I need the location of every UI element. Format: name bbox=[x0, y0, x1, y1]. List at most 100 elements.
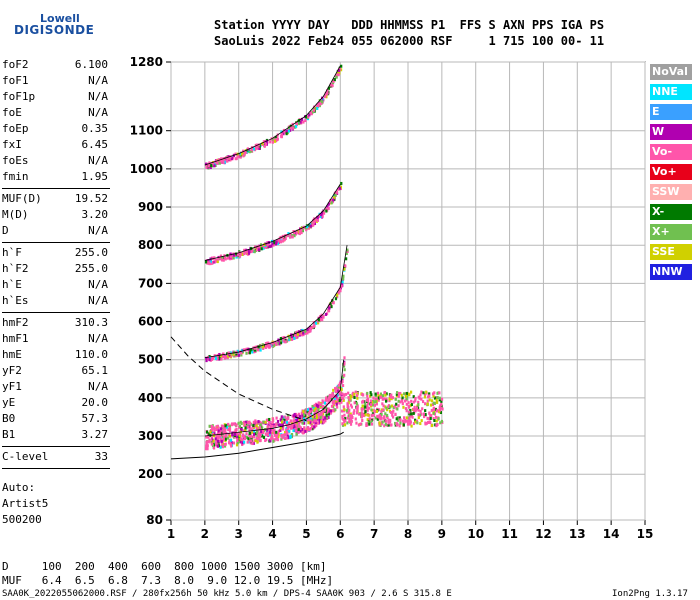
echo-point bbox=[253, 250, 256, 254]
echo-point bbox=[390, 423, 393, 427]
echo-point bbox=[236, 349, 239, 353]
echo-point bbox=[340, 380, 343, 384]
echo-point bbox=[388, 420, 392, 424]
echo-point bbox=[265, 139, 268, 143]
echo-point bbox=[437, 417, 440, 421]
echo-point bbox=[272, 243, 275, 247]
legend-item-e: E bbox=[650, 104, 692, 120]
echo-point bbox=[374, 416, 377, 420]
echo-point bbox=[224, 424, 227, 428]
echo-point bbox=[252, 147, 255, 151]
echo-point bbox=[305, 228, 308, 232]
echo-point bbox=[304, 429, 307, 433]
echo-point bbox=[257, 420, 260, 424]
echo-point bbox=[322, 211, 326, 215]
echo-point bbox=[257, 245, 260, 249]
echo-point bbox=[258, 420, 261, 424]
echo-point bbox=[248, 428, 251, 432]
echo-point bbox=[434, 423, 437, 427]
echo-point bbox=[307, 224, 310, 228]
echo-point bbox=[239, 155, 242, 159]
echo-point bbox=[239, 440, 243, 444]
echo-point bbox=[340, 64, 343, 68]
echo-point bbox=[262, 345, 265, 349]
echo-point bbox=[306, 408, 309, 412]
profile-curve bbox=[170, 431, 344, 460]
echo-point bbox=[221, 355, 224, 359]
echo-point bbox=[257, 348, 261, 352]
echo-point bbox=[222, 431, 225, 435]
echo-point bbox=[279, 338, 283, 342]
echo-point bbox=[228, 353, 231, 357]
echo-point bbox=[210, 162, 213, 166]
echo-point bbox=[282, 339, 285, 343]
echo-point bbox=[301, 421, 304, 425]
echo-point bbox=[402, 405, 405, 409]
echo-point bbox=[247, 249, 250, 253]
echo-point bbox=[409, 419, 412, 423]
echo-point bbox=[387, 405, 390, 409]
echo-point bbox=[272, 439, 275, 443]
echo-point bbox=[301, 414, 304, 418]
echo-point bbox=[241, 433, 245, 437]
echo-point bbox=[324, 312, 328, 316]
echo-point bbox=[276, 419, 280, 423]
echo-point bbox=[224, 442, 227, 446]
echo-point bbox=[404, 418, 407, 422]
trace-line bbox=[204, 65, 341, 166]
echo-point bbox=[370, 422, 374, 426]
echo-point bbox=[302, 333, 305, 337]
echo-point bbox=[219, 159, 222, 163]
echo-point bbox=[240, 152, 244, 156]
param-value: 20.0 bbox=[81, 396, 109, 409]
echo-point bbox=[246, 440, 249, 444]
echo-point bbox=[268, 421, 271, 425]
echo-point bbox=[238, 424, 241, 428]
echo-point bbox=[406, 395, 409, 399]
echo-point bbox=[230, 444, 233, 448]
echo-point bbox=[279, 240, 283, 244]
echo-point bbox=[275, 138, 279, 142]
header-values: SaoLuis 2022 Feb24 055 062000 RSF 1 715 … bbox=[214, 34, 605, 48]
echo-point bbox=[326, 90, 329, 94]
y-tick-label: 900 bbox=[138, 200, 163, 214]
echo-point bbox=[401, 396, 404, 400]
param-row: h`F2 255.0 bbox=[2, 262, 108, 275]
echo-point bbox=[338, 391, 341, 395]
echo-point bbox=[315, 423, 318, 427]
echo-point bbox=[370, 420, 373, 424]
echo-point bbox=[426, 416, 429, 420]
echo-point bbox=[233, 350, 236, 354]
echo-point bbox=[218, 355, 221, 359]
echo-point bbox=[284, 415, 287, 419]
echo-point bbox=[312, 219, 315, 223]
echo-point bbox=[257, 433, 260, 437]
echo-point bbox=[413, 405, 416, 409]
echo-point bbox=[391, 413, 394, 417]
echo-point bbox=[281, 336, 284, 340]
echo-point bbox=[232, 253, 235, 257]
echo-point bbox=[411, 415, 414, 419]
param-row: h`Es N/A bbox=[2, 294, 108, 307]
echo-point bbox=[205, 165, 208, 169]
echo-point bbox=[292, 419, 295, 423]
echo-point bbox=[342, 418, 345, 422]
echo-point bbox=[349, 398, 352, 402]
echo-point bbox=[212, 356, 215, 360]
echo-point bbox=[319, 215, 322, 219]
echo-point bbox=[343, 423, 347, 427]
echo-point bbox=[275, 430, 278, 434]
echo-point bbox=[330, 393, 333, 397]
echo-point bbox=[292, 425, 295, 429]
echo-point bbox=[306, 410, 309, 414]
echo-point bbox=[251, 350, 254, 354]
echo-point bbox=[368, 417, 372, 421]
echo-point bbox=[329, 302, 332, 306]
echo-point bbox=[222, 437, 225, 441]
echo-point bbox=[366, 391, 369, 395]
echo-point bbox=[360, 415, 363, 419]
echo-point bbox=[341, 414, 344, 418]
param-name: hmE bbox=[2, 348, 22, 361]
echo-point bbox=[320, 420, 323, 424]
echo-point bbox=[340, 388, 343, 392]
